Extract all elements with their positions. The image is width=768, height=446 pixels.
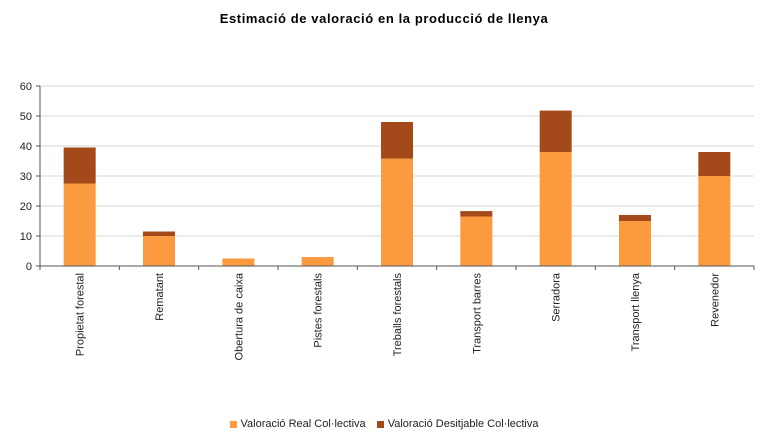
y-tick-label-20: 20 <box>20 201 32 213</box>
bar-desitjable-8 <box>698 152 731 176</box>
bar-real-2 <box>222 258 255 266</box>
y-tick-label-30: 30 <box>20 171 32 183</box>
bar-desitjable-7 <box>619 215 651 221</box>
legend-label-real: Valoració Real Col·lectiva <box>240 418 366 430</box>
bar-real-1 <box>143 236 175 266</box>
x-tick-label-2: Obertura de caixa <box>233 272 245 360</box>
bar-desitjable-4 <box>381 122 413 159</box>
x-tick-label-0: Propietat forestal <box>75 273 87 356</box>
y-tick-label-40: 40 <box>20 141 32 153</box>
bar-real-0 <box>63 183 96 266</box>
y-tick-label-50: 50 <box>20 111 32 123</box>
x-tick-label-4: Treballs forestals <box>392 273 404 357</box>
bar-real-3 <box>301 257 334 266</box>
y-tick-label-10: 10 <box>20 231 32 243</box>
bars <box>63 110 731 266</box>
bar-real-5 <box>460 216 493 266</box>
chart-title: Estimació de valoració en la producció d… <box>219 11 549 26</box>
bar-desitjable-1 <box>143 231 175 236</box>
x-tick-label-7: Transport llenya <box>630 272 642 351</box>
bar-real-7 <box>619 221 651 266</box>
y-axis: 0 10 20 30 40 50 60 <box>20 81 41 273</box>
bar-real-4 <box>381 158 413 266</box>
x-tick-label-3: Pistes forestals <box>313 273 325 348</box>
bar-real-6 <box>539 152 572 266</box>
legend-swatch-desitjable <box>376 420 384 428</box>
bar-desitjable-5 <box>460 211 493 217</box>
legend-swatch-real <box>229 420 237 428</box>
x-axis: Propietat forestal Rematant Obertura de ca… <box>39 265 755 360</box>
legend-item-desitjable: Valoració Desitjable Col·lectiva <box>376 418 539 430</box>
x-tick-label-8: Revenedor <box>709 273 721 327</box>
x-tick-label-1: Rematant <box>154 273 166 321</box>
y-tick-label-60: 60 <box>20 81 32 93</box>
bar-real-8 <box>698 176 731 266</box>
x-tick-label-5: Transport barres <box>471 273 483 354</box>
legend-label-desitjable: Valoració Desitjable Col·lectiva <box>387 418 539 430</box>
bar-desitjable-6 <box>539 110 572 152</box>
y-tick-label-0: 0 <box>26 261 32 273</box>
legend: Valoració Real Col·lectiva Valoració Des… <box>0 418 768 431</box>
bar-desitjable-0 <box>63 147 96 184</box>
legend-item-real: Valoració Real Col·lectiva <box>229 418 366 430</box>
x-tick-label-6: Serradora <box>551 272 563 322</box>
